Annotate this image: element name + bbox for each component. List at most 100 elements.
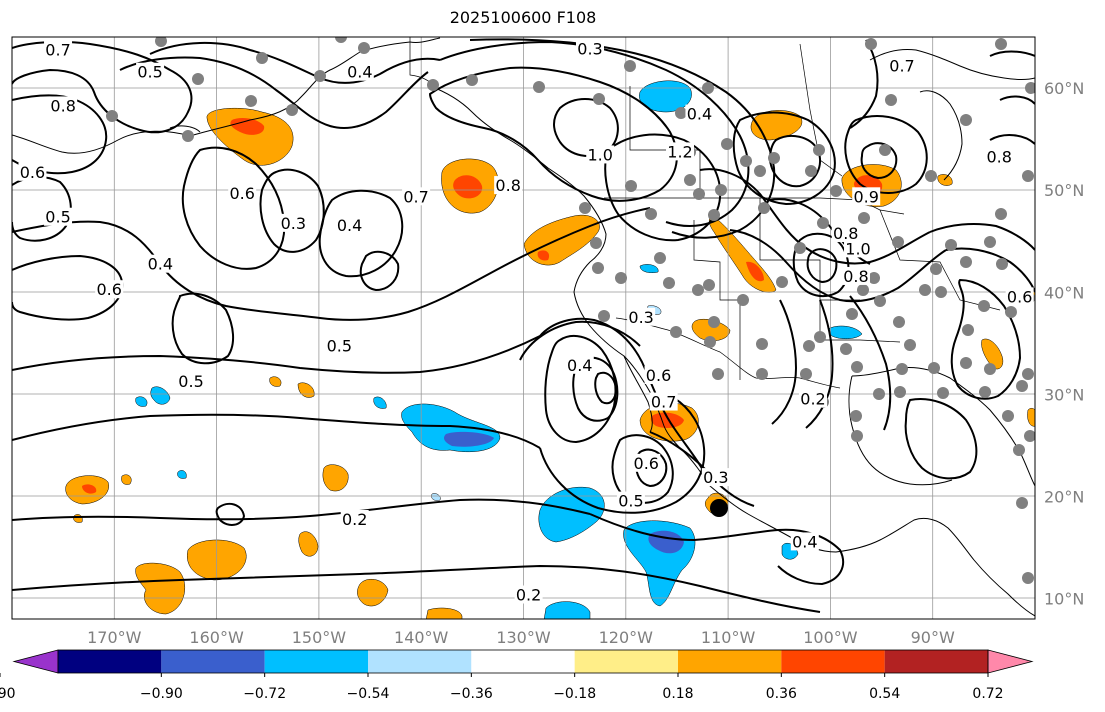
- contour-label: 0.3: [703, 468, 728, 487]
- contour-label-bg: [44, 207, 73, 226]
- contour-label: 0.8: [495, 176, 520, 195]
- contour-label: 0.4: [567, 356, 592, 375]
- contour-label: 0.2: [800, 389, 825, 408]
- colorbar-outline: [57, 649, 989, 674]
- lat-tick-label: 30°N: [1044, 385, 1084, 404]
- colorbar-tick-label: 0.90: [0, 686, 16, 702]
- contour-label-bg: [649, 392, 678, 411]
- contour-label: 1.2: [667, 142, 692, 161]
- contour-label: 0.4: [347, 63, 372, 82]
- contour-label: 0.4: [337, 216, 362, 235]
- contour-label: 0.8: [986, 147, 1011, 166]
- contour-label-bg: [799, 389, 828, 408]
- contour-label-bg: [790, 532, 819, 551]
- colorbar-swatch: [264, 650, 368, 673]
- contour-label-bg: [18, 162, 47, 181]
- contour-label: 0.7: [651, 393, 676, 412]
- contour-label: 0.6: [20, 163, 45, 182]
- contour-label-bg: [701, 468, 730, 487]
- contour-label-bg: [985, 147, 1014, 166]
- contour-label-bg: [95, 280, 124, 299]
- colorbar-swatch: [471, 650, 575, 673]
- coastlines: [12, 37, 1035, 617]
- contour-label-bg: [586, 145, 615, 164]
- lat-tick-label: 40°N: [1044, 283, 1084, 302]
- lon-tick-label: 110°W: [701, 628, 756, 647]
- contour-label: 0.4: [687, 105, 712, 124]
- contour-label: 0.2: [516, 586, 541, 605]
- anomaly-fill-negative: [135, 80, 863, 619]
- contour-label-bg: [402, 187, 431, 206]
- contour-label-bg: [844, 239, 873, 258]
- contour-label-bg: [340, 509, 369, 528]
- colorbar-swatch: [58, 650, 162, 673]
- lat-tick-label: 10°N: [1044, 590, 1084, 609]
- colorbar-tick-label: 0.36: [766, 686, 797, 702]
- contour-label-bg: [177, 372, 206, 391]
- contour-label-bg: [616, 491, 645, 510]
- contour-label: 0.9: [853, 187, 878, 206]
- colorbar-extend-high: [987, 649, 1034, 674]
- contour-label-bg: [136, 62, 165, 81]
- contour-label: 0.5: [327, 336, 352, 355]
- lon-tick-label: 170°W: [87, 628, 142, 647]
- contour-label-bg: [146, 254, 175, 273]
- contour-label-bg: [335, 215, 364, 234]
- lon-tick-label: 160°W: [189, 628, 244, 647]
- contour-label: 0.7: [889, 57, 914, 76]
- contour-label-bg: [852, 187, 881, 206]
- lon-tick-label: 90°W: [911, 628, 955, 647]
- contour-label-bg: [279, 213, 308, 232]
- lon-tick-label: 150°W: [292, 628, 347, 647]
- contour-label: 0.4: [148, 255, 173, 274]
- contour-label: 0.3: [577, 39, 602, 58]
- contour-label: 0.5: [178, 372, 203, 391]
- colorbar-swatch: [368, 650, 472, 673]
- colorbar-tick-label: −0.72: [243, 686, 286, 702]
- contour-label: 0.3: [281, 214, 306, 233]
- contour-label: 0.3: [628, 308, 653, 327]
- lon-tick-label: 120°W: [599, 628, 654, 647]
- colorbar-tick-labels: −0.90 −0.72 −0.54 −0.36 −0.18 0.18 0.36 0.54 0.7…: [0, 673, 1004, 702]
- contour-label: 0.6: [229, 184, 254, 203]
- contour-label-bg: [228, 184, 257, 203]
- storm-center-marker: [710, 499, 728, 517]
- lat-tick-label: 50°N: [1044, 181, 1084, 200]
- contour-label: 1.0: [845, 239, 870, 258]
- contour-label: 0.6: [96, 280, 121, 299]
- contour-label-bg: [514, 585, 543, 604]
- colorbar-swatch: [781, 650, 885, 673]
- contour-label-bg: [565, 355, 594, 374]
- latitude-tick-labels: 60°N 50°N 40°N 30°N 20°N 10°N: [1044, 79, 1084, 609]
- lat-tick-label: 60°N: [1044, 79, 1084, 98]
- colorbar-swatch: [884, 650, 988, 673]
- contour-label: 0.7: [45, 40, 70, 59]
- contour-label: 0.2: [342, 510, 367, 529]
- lon-tick-label: 130°W: [496, 628, 551, 647]
- contour-label-bg: [841, 266, 870, 285]
- contour-label-bg: [685, 104, 714, 123]
- contour-label-bg: [888, 56, 917, 75]
- lon-tick-label: 100°W: [803, 628, 858, 647]
- colorbar: [12, 649, 1034, 674]
- lon-tick-label: 140°W: [394, 628, 449, 647]
- contour-label-bg: [666, 142, 695, 161]
- colorbar-tick-label: −0.90: [140, 686, 183, 702]
- contour-label: 0.8: [833, 224, 858, 243]
- lat-tick-label: 20°N: [1044, 487, 1084, 506]
- contour-labels: 0.7 0.5 0.4 0.3 0.8 0.6 0.5 0.6 0.4 0.6 0.3 0.4 0.7 0…: [18, 39, 1034, 605]
- contour-label: 0.5: [45, 208, 70, 227]
- colorbar-swatch: [678, 650, 782, 673]
- colorbar-extend-low: [12, 649, 59, 674]
- longitude-tick-labels: 170°W 160°W 150°W 140°W 130°W 120°W 110°W 100°W…: [87, 628, 955, 647]
- contour-label-bg: [632, 453, 661, 472]
- contour-label-bg: [44, 40, 73, 59]
- map-title: 2025100600 F108: [449, 8, 597, 27]
- contour-label: 0.6: [634, 454, 659, 473]
- colorbar-tick-label: −0.54: [347, 686, 390, 702]
- colorbar-tick-label: 0.72: [972, 686, 1003, 702]
- contour-label-bg: [49, 96, 78, 115]
- contour-label-bg: [831, 224, 860, 243]
- contour-label-bg: [627, 307, 656, 326]
